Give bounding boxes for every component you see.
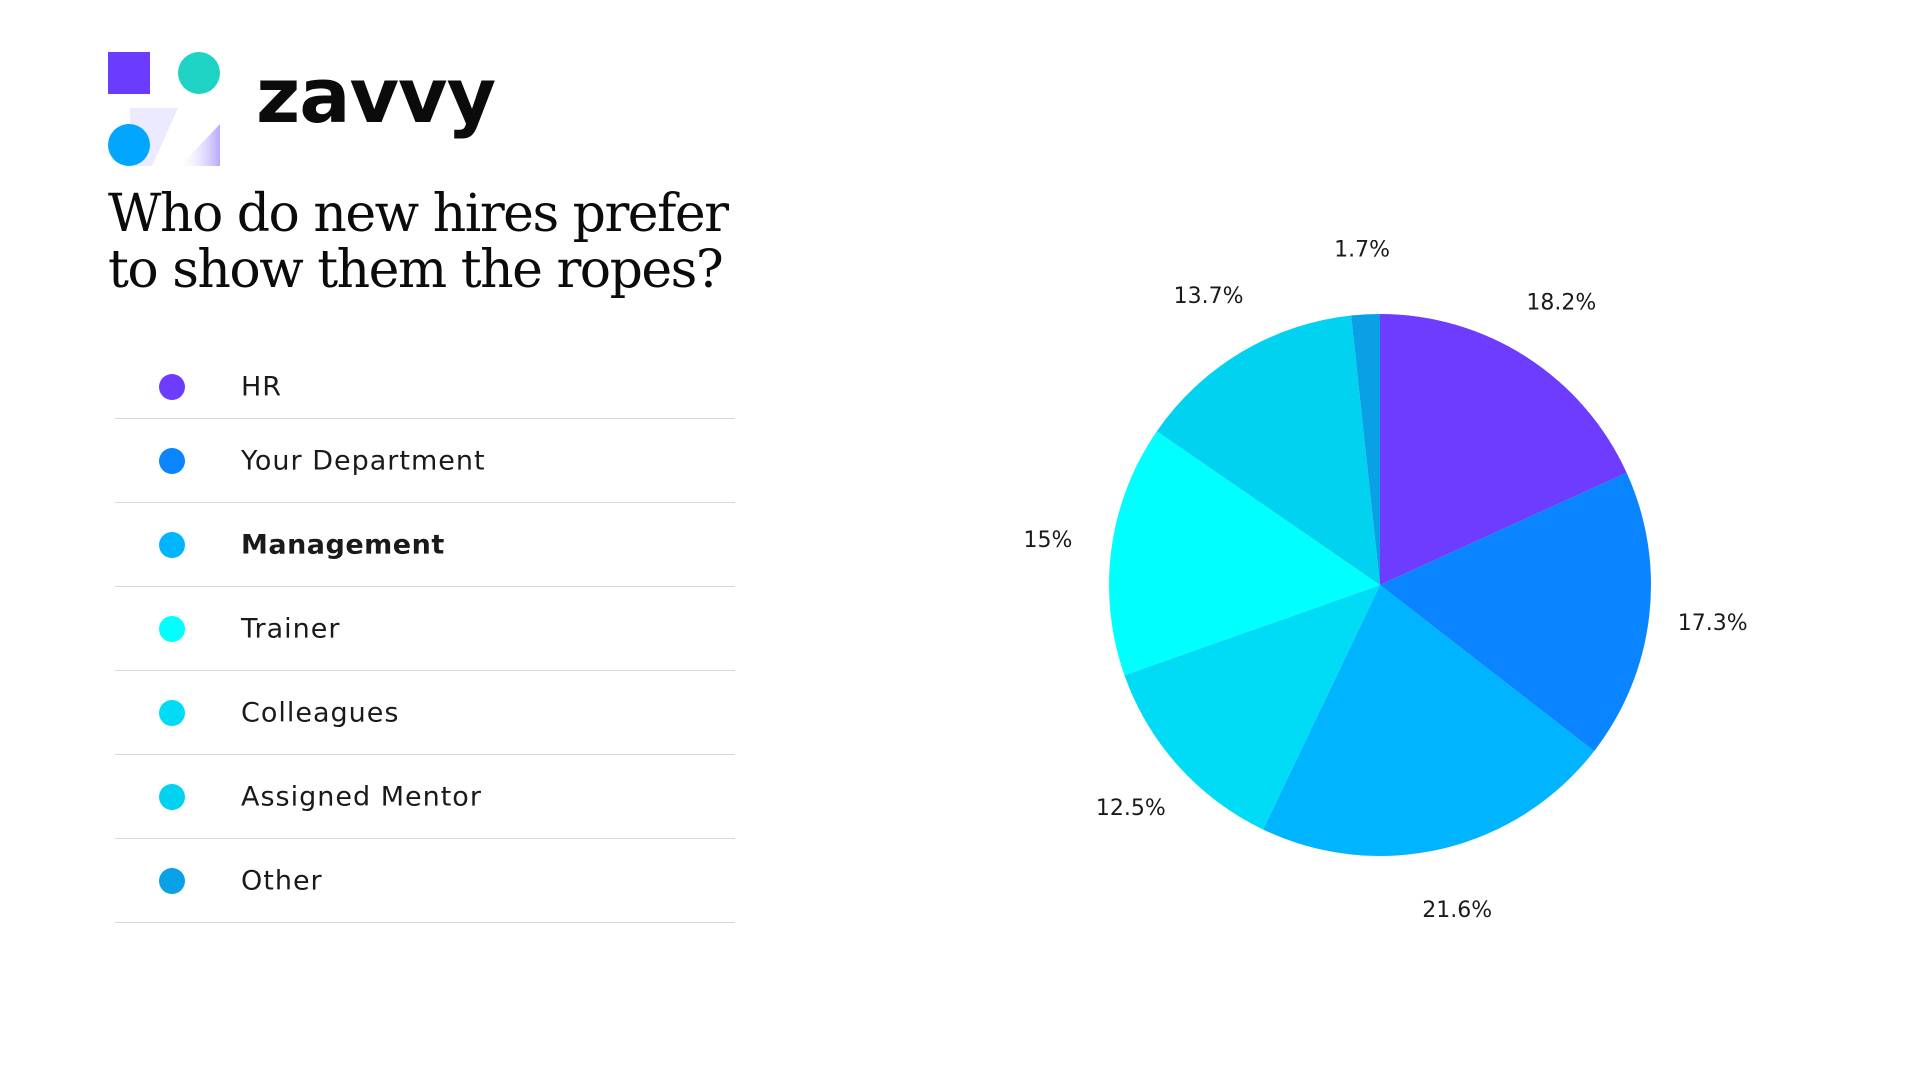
legend-swatch bbox=[159, 447, 185, 474]
legend-swatch bbox=[159, 783, 185, 810]
legend-item: Your Department bbox=[115, 419, 735, 503]
legend-label: Trainer bbox=[241, 613, 341, 644]
legend-label: Assigned Mentor bbox=[241, 781, 482, 812]
legend-label: Management bbox=[241, 529, 445, 560]
legend-label: HR bbox=[241, 371, 283, 402]
legend-item: Other bbox=[115, 839, 735, 923]
page-title: Who do new hires prefer to show them the… bbox=[108, 184, 729, 300]
legend-item: Colleagues bbox=[115, 671, 735, 755]
legend-item: HR bbox=[115, 355, 735, 419]
brand-name: zavvy bbox=[256, 51, 496, 140]
pie-data-label: 15% bbox=[1023, 528, 1072, 553]
pie-data-label: 18.2% bbox=[1526, 290, 1596, 315]
legend-label: Your Department bbox=[241, 445, 486, 476]
logo-square bbox=[108, 52, 150, 94]
pie-slice-your-department bbox=[1380, 472, 1651, 752]
legend-item: Management bbox=[115, 503, 735, 587]
zavvy-logo: zavvy bbox=[108, 52, 528, 168]
pie-chart: 18.2% 17.3% 21.6% 12.5% 15% 13.7% 1.7% bbox=[1023, 240, 1748, 923]
pie-data-label: 17.3% bbox=[1678, 611, 1748, 636]
legend-item: Assigned Mentor bbox=[115, 755, 735, 839]
pie-data-label: 12.5% bbox=[1096, 796, 1166, 821]
legend-label: Colleagues bbox=[241, 697, 400, 728]
pie-data-label: 1.7% bbox=[1334, 240, 1390, 262]
pie-slice-trainer bbox=[1109, 431, 1380, 676]
legend-swatch bbox=[159, 531, 185, 558]
chart-legend: HR Your Department Management Trainer Collea… bbox=[115, 355, 735, 923]
pie-slice-other bbox=[1351, 314, 1380, 585]
legend-swatch bbox=[159, 373, 185, 400]
logo-triangle bbox=[180, 124, 220, 166]
legend-swatch bbox=[159, 615, 185, 642]
legend-label: Other bbox=[241, 865, 323, 896]
pie-data-label: 13.7% bbox=[1174, 284, 1244, 309]
logo-blue-dot bbox=[108, 124, 150, 166]
legend-swatch bbox=[159, 867, 185, 894]
pie-data-label: 21.6% bbox=[1422, 898, 1492, 923]
pie-slice-colleagues bbox=[1124, 585, 1380, 830]
logo-teal-dot bbox=[178, 52, 220, 94]
pie-slice-hr bbox=[1380, 314, 1627, 585]
pie-slice-management bbox=[1263, 585, 1595, 857]
pie-slice-assigned-mentor bbox=[1156, 315, 1380, 585]
zavvy-logo-mark-icon bbox=[108, 52, 220, 166]
legend-swatch bbox=[159, 699, 185, 726]
legend-item: Trainer bbox=[115, 587, 735, 671]
